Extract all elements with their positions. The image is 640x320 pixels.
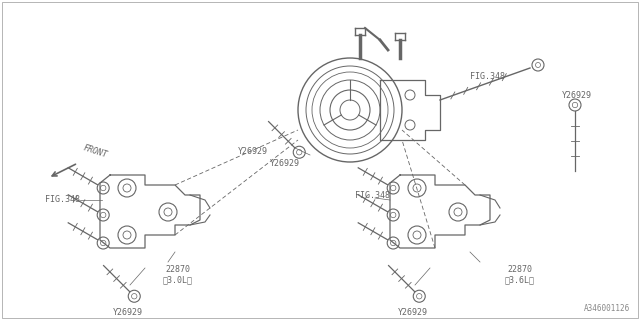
Text: FIG.348: FIG.348 xyxy=(45,196,80,204)
Circle shape xyxy=(569,99,581,111)
Text: Y26929: Y26929 xyxy=(238,148,268,156)
Text: 3.0L、: 3.0L、 xyxy=(163,275,193,284)
Text: Y26929: Y26929 xyxy=(113,308,143,317)
Text: FRONT: FRONT xyxy=(82,144,109,160)
Circle shape xyxy=(128,290,140,302)
Text: Y26929: Y26929 xyxy=(270,158,300,167)
Text: Y26929: Y26929 xyxy=(398,308,428,317)
Text: 22870: 22870 xyxy=(166,265,191,274)
Circle shape xyxy=(413,290,425,302)
Text: 22870: 22870 xyxy=(508,265,532,274)
Circle shape xyxy=(387,182,399,194)
Circle shape xyxy=(387,209,399,221)
Text: FIG.348: FIG.348 xyxy=(355,190,390,199)
Circle shape xyxy=(293,146,305,158)
Circle shape xyxy=(97,237,109,249)
Circle shape xyxy=(97,182,109,194)
Text: Y26929: Y26929 xyxy=(562,91,592,100)
Text: 3.6L、: 3.6L、 xyxy=(505,275,535,284)
Circle shape xyxy=(387,237,399,249)
Circle shape xyxy=(97,209,109,221)
Text: A346001126: A346001126 xyxy=(584,304,630,313)
Text: FIG.348: FIG.348 xyxy=(470,72,505,81)
